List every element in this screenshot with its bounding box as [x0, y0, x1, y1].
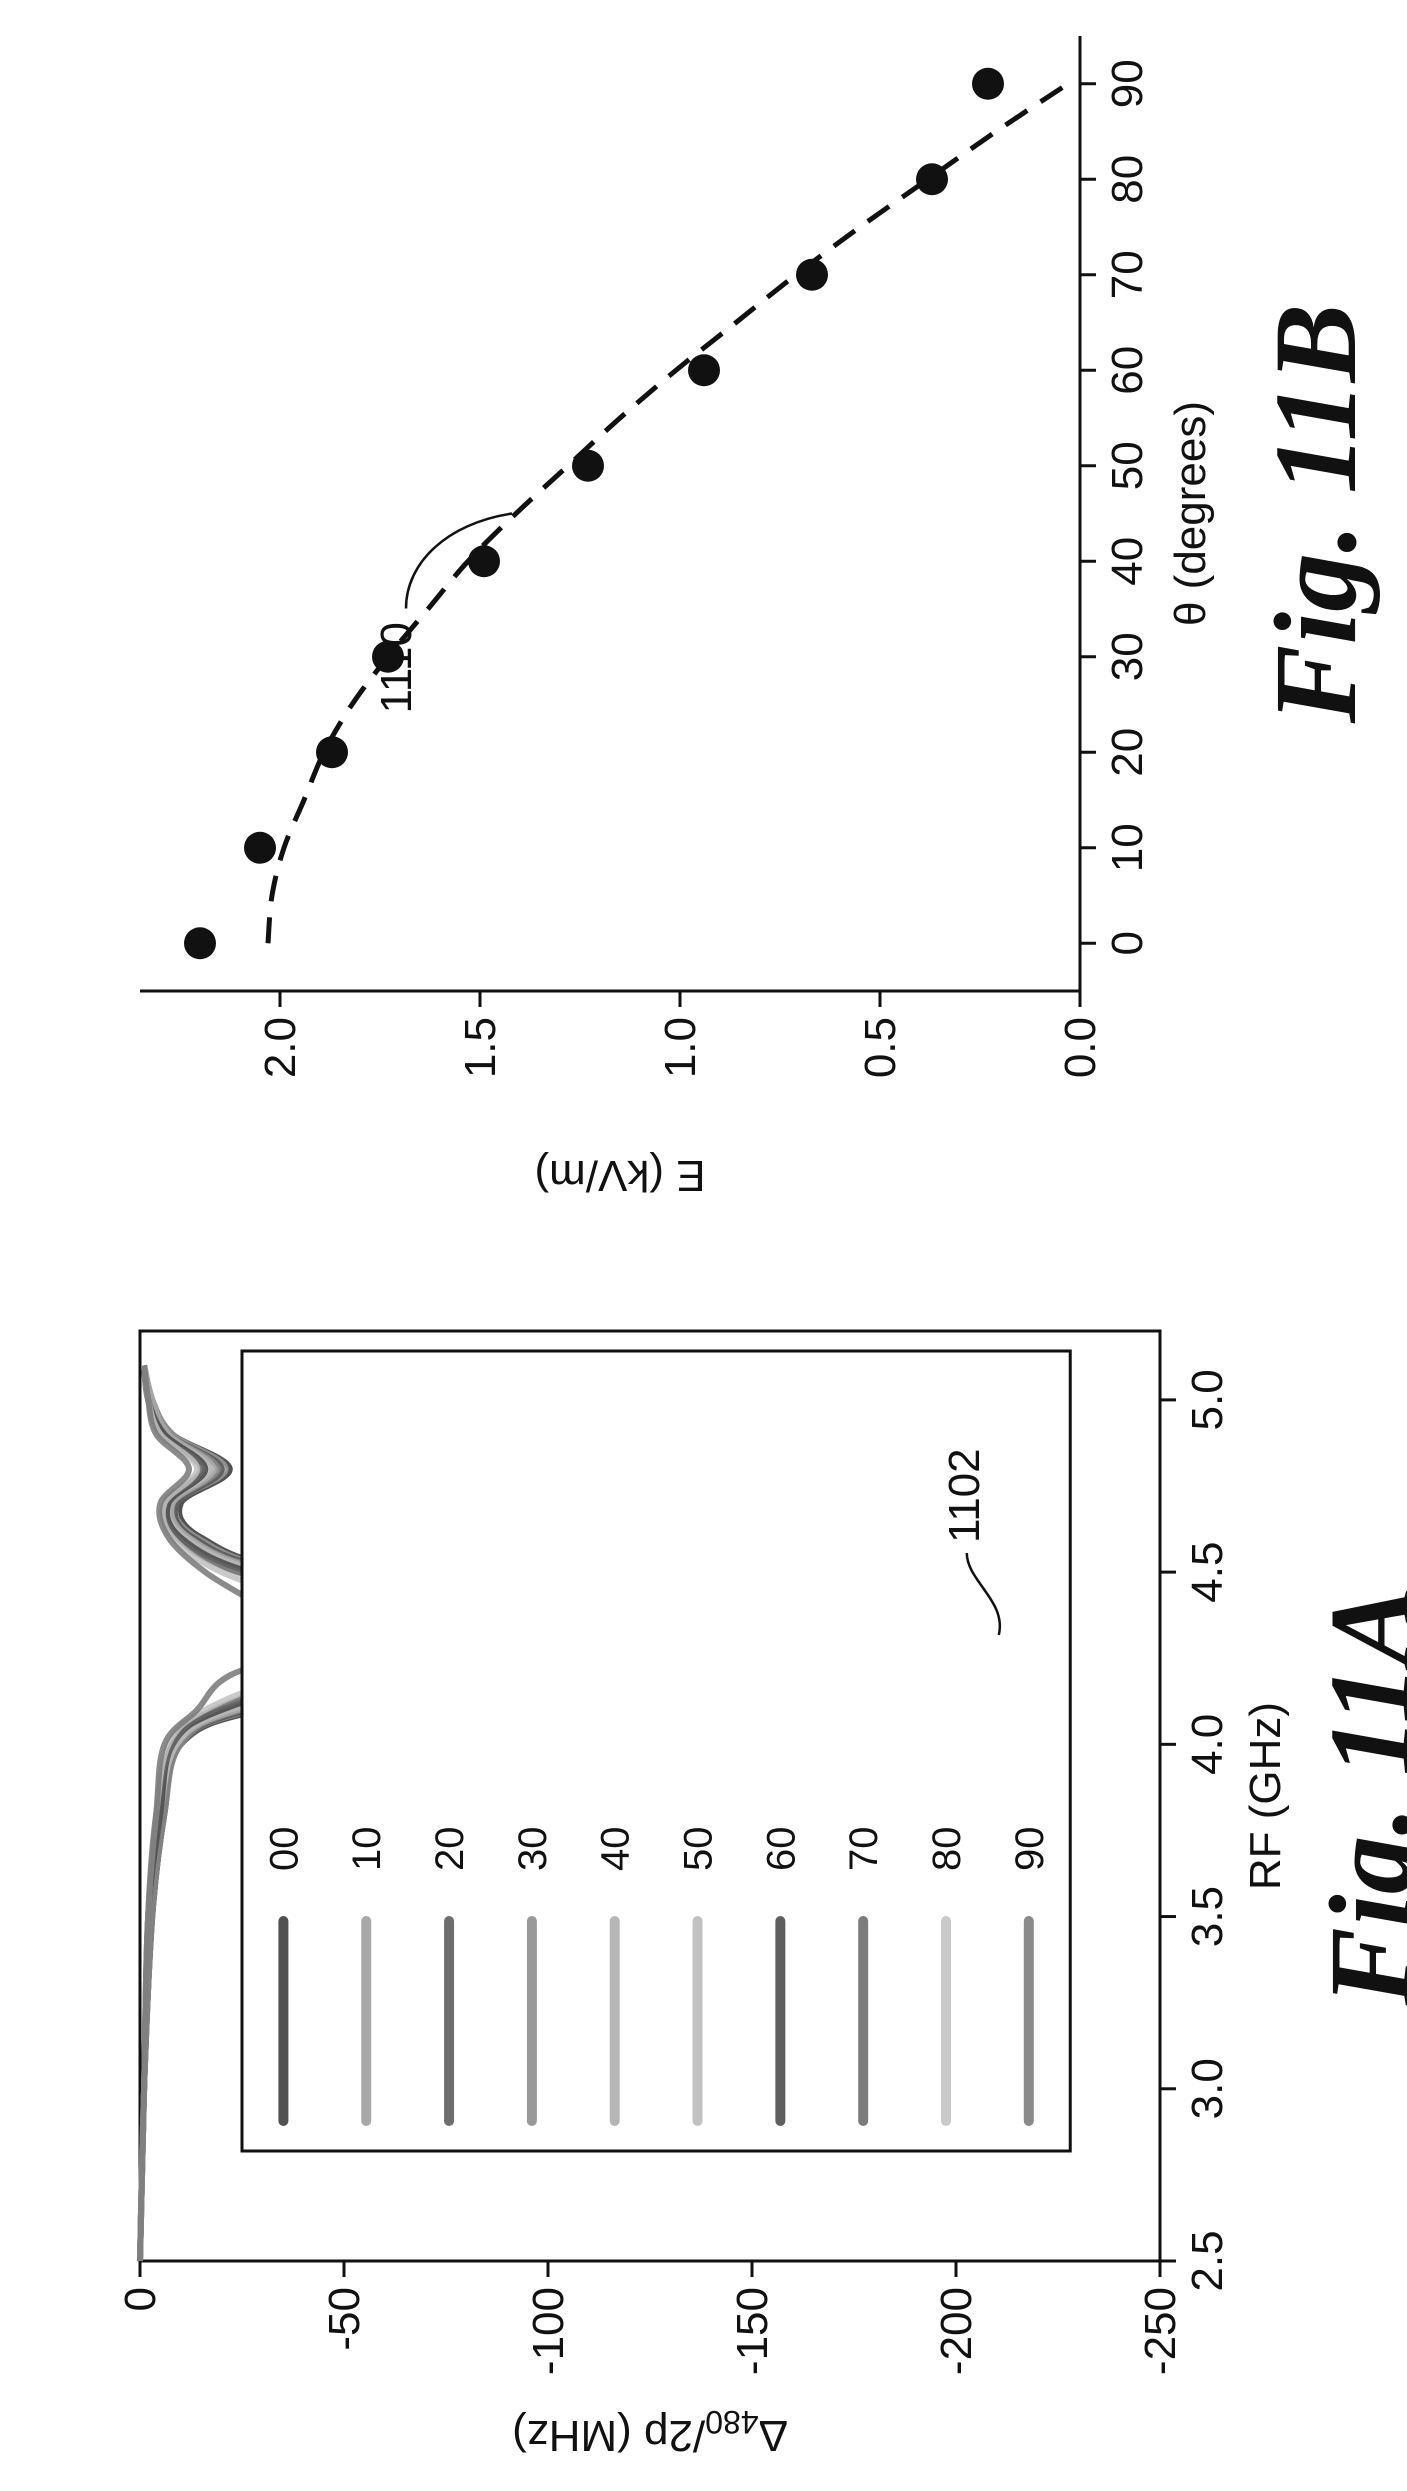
- ref-1102-leader: [965, 1552, 1002, 1636]
- fig-11b-x-axis-label: θ (degrees): [1166, 401, 1215, 626]
- y-tick-label: 0.0: [1056, 1017, 1105, 1078]
- x-tick-label: 20: [1103, 728, 1152, 777]
- x-tick-label: 10: [1103, 823, 1152, 872]
- fig-11a-x-axis-label: RF (GHz): [1241, 1702, 1290, 1890]
- fig-11b-chart: 0 10 20 30 40 50 60 70 80 90 0.0 0.5 1.0 1.5 2.0 θ (d…: [140, 36, 1381, 1200]
- fig-11b-data-points: [184, 67, 1004, 960]
- ref-1102-label: 1102: [940, 1448, 989, 1543]
- x-tick-label: 70: [1103, 250, 1152, 299]
- data-point: [316, 736, 348, 769]
- x-tick-label: 3.5: [1183, 1886, 1232, 1947]
- data-point: [184, 927, 216, 960]
- fig-11b-y-axis: 0.0 0.5 1.0 1.5 2.0: [256, 991, 1105, 1078]
- ylabel-subscript: 480: [705, 2404, 758, 2440]
- data-point: [372, 640, 404, 673]
- y-tick-label: 0.5: [856, 1017, 905, 1078]
- x-tick-label: 50: [1103, 441, 1152, 490]
- fig-11a-caption: Fig. 11A: [1305, 1586, 1407, 2007]
- fig-11a-plot-frame: [138, 1329, 1162, 2263]
- fig-11b-fit-curve: [265, 81, 1070, 944]
- legend-label-70: 70: [842, 1827, 886, 1872]
- data-point: [688, 354, 720, 387]
- y-tick-label: -200: [932, 2287, 981, 2375]
- x-tick-label: 40: [1103, 537, 1152, 586]
- x-tick-label: 60: [1103, 346, 1152, 395]
- data-point: [244, 831, 276, 864]
- ylabel-rest: /2p (MHz): [512, 2411, 705, 2460]
- y-tick-label: 0: [116, 2287, 165, 2311]
- y-tick-label: -100: [524, 2287, 573, 2375]
- fig-11a-y-axis-label: Δ480/2p (MHz): [512, 2404, 788, 2460]
- y-tick-label: -250: [1136, 2287, 1185, 2375]
- legend-label-90: 90: [1008, 1827, 1052, 1872]
- fig-11a-y-axis: 0 -50 -100 -150 -200 -250: [116, 2261, 1185, 2375]
- data-point: [796, 258, 828, 291]
- x-tick-label: 90: [1103, 59, 1152, 108]
- fig-11a-x-axis: 2.5 3.0 3.5 4.0 4.5 5.0: [1160, 1369, 1232, 2292]
- fig-11b-y-axis-label: E (kV/m): [534, 1151, 705, 1200]
- data-point: [916, 163, 948, 196]
- fig-11b-x-axis: 0 10 20 30 40 50 60 70 80 90: [1080, 59, 1152, 955]
- data-point: [572, 449, 604, 482]
- y-tick-label: 1.0: [656, 1017, 705, 1078]
- legend-label-40: 40: [594, 1827, 638, 1872]
- x-tick-label: 5.0: [1183, 1369, 1232, 1430]
- fig-11b-caption: Fig. 11B: [1250, 304, 1381, 725]
- fig-11a-chart: 2.53.03.54.04.55.0 0 -50 -100 -150 -200 -250 …: [116, 1329, 1407, 2460]
- x-tick-label: 80: [1103, 155, 1152, 204]
- legend-label-60: 60: [759, 1827, 803, 1872]
- data-point: [972, 67, 1004, 100]
- legend-label-30: 30: [511, 1827, 555, 1872]
- x-tick-label: 30: [1103, 632, 1152, 681]
- legend-label-50: 50: [677, 1827, 721, 1872]
- y-tick-label: -150: [728, 2287, 777, 2375]
- legend-label-00: 00: [262, 1827, 306, 1872]
- legend-label-20: 20: [428, 1827, 472, 1872]
- data-point: [468, 545, 500, 578]
- ylabel-delta-symbol: Δ: [759, 2411, 788, 2460]
- y-tick-label: 2.0: [256, 1017, 305, 1078]
- legend-label-80: 80: [925, 1827, 969, 1872]
- x-tick-label: 2.5: [1183, 2230, 1232, 2291]
- ref-1110-leader: [404, 512, 513, 609]
- x-tick-label: 0: [1103, 931, 1152, 955]
- y-tick-label: 1.5: [456, 1017, 505, 1078]
- x-tick-label: 4.5: [1183, 1542, 1232, 1603]
- ref-1110-label: 1110: [372, 622, 421, 713]
- x-tick-label: 4.0: [1183, 1714, 1232, 1775]
- fig-11a-legend-items: 00 10 20 30 40 50 60 70 80 90: [262, 1827, 1052, 2126]
- legend-label-10: 10: [345, 1827, 389, 1872]
- x-tick-label: 3.0: [1183, 2058, 1232, 2119]
- y-tick-label: -50: [320, 2287, 369, 2351]
